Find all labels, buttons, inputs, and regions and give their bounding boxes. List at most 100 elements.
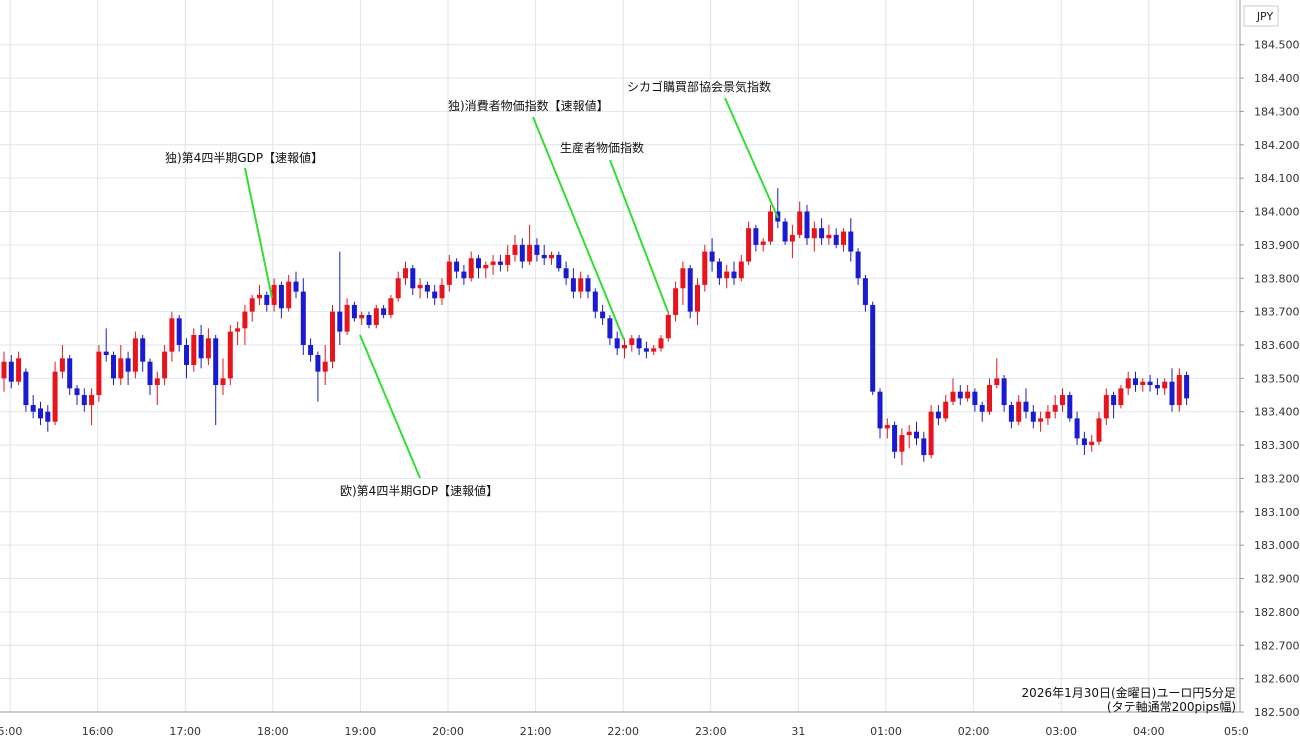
candle-body	[804, 211, 810, 239]
time-tick-label: 16:00	[82, 725, 114, 738]
candle	[330, 304, 335, 369]
candle-body	[103, 351, 109, 355]
candle	[687, 264, 693, 319]
annotation-label: シカゴ購買部協会景気指数	[627, 79, 771, 94]
candle	[899, 428, 905, 466]
candle-body	[205, 338, 211, 359]
candle	[293, 271, 299, 299]
candle	[731, 261, 737, 285]
candle	[344, 298, 350, 335]
candle-body	[439, 284, 445, 299]
annotation-line	[244, 167, 273, 299]
candle-body	[125, 358, 131, 372]
candle-body	[877, 391, 883, 429]
candle	[300, 278, 306, 355]
candle-body	[154, 378, 160, 386]
currency-label: JPY	[1256, 10, 1274, 23]
candle-body	[38, 408, 43, 419]
candle	[592, 288, 598, 319]
candle-body	[987, 385, 992, 412]
annotations: 独)第4四半期GDP【速報値】欧)第4四半期GDP【速報値】 独)消費者物価指数【…	[165, 79, 779, 498]
candle	[315, 351, 321, 402]
candle-body	[417, 284, 423, 289]
candle-body	[505, 254, 511, 265]
candle-body	[833, 234, 839, 245]
candle	[191, 328, 197, 372]
candle	[1184, 371, 1190, 406]
candle-body	[1140, 381, 1146, 386]
candle-body	[629, 338, 635, 345]
candle-body	[1001, 378, 1007, 406]
candle-body	[746, 228, 752, 262]
candle-body	[1111, 395, 1117, 406]
candle-body	[1074, 418, 1080, 439]
candle	[636, 334, 642, 355]
event-annotation: 生産者物価指数	[560, 140, 669, 313]
time-tick-label: 22:00	[607, 725, 639, 738]
candle	[994, 358, 1000, 389]
candle-body	[1096, 418, 1102, 442]
price-tick-label: 183.600	[1254, 339, 1300, 352]
candle-body	[950, 391, 956, 402]
candle-body	[1154, 385, 1160, 389]
candle-body	[979, 405, 985, 412]
price-tick-label: 183.300	[1254, 439, 1300, 452]
candle-body	[841, 231, 846, 245]
candle	[1038, 411, 1044, 432]
candle-body	[622, 344, 627, 349]
candle	[651, 344, 657, 355]
candle	[760, 238, 766, 252]
candle	[308, 338, 314, 362]
price-tick-label: 184.000	[1254, 206, 1300, 219]
price-tick-label: 183.900	[1254, 239, 1300, 252]
candle-body	[388, 298, 394, 315]
candle	[446, 254, 452, 292]
candle	[1089, 435, 1095, 452]
annotation-line	[724, 97, 779, 219]
candle	[30, 395, 36, 419]
price-tick-label: 183.400	[1254, 406, 1300, 419]
candle-body	[914, 431, 919, 439]
candle	[702, 244, 708, 292]
candle-body	[249, 298, 255, 312]
candle-body	[797, 211, 803, 235]
candle	[424, 281, 430, 299]
candle	[476, 254, 481, 279]
candle	[1154, 378, 1160, 396]
event-annotation: シカゴ購買部協会景気指数	[627, 79, 779, 219]
candle	[132, 331, 138, 379]
candle-body	[59, 358, 65, 372]
candle-body	[23, 371, 29, 406]
candle-body	[563, 268, 569, 279]
candle-body	[147, 361, 153, 386]
candle	[789, 224, 795, 259]
price-tick-label: 182.600	[1254, 673, 1300, 686]
candle-body	[848, 231, 854, 252]
candle	[52, 361, 58, 426]
price-tick-label: 184.200	[1254, 139, 1300, 152]
time-tick-label: 23:00	[695, 725, 727, 738]
candle-body	[1176, 375, 1182, 406]
candle	[928, 405, 934, 459]
candle	[169, 311, 175, 362]
price-tick-label: 183.200	[1254, 472, 1300, 485]
candle-body	[300, 291, 306, 345]
candle-body	[1125, 378, 1131, 389]
candle-body	[432, 291, 438, 299]
candle	[249, 294, 255, 322]
candle-body	[643, 348, 649, 352]
candle-body	[687, 268, 693, 312]
candle-body	[52, 371, 58, 422]
candle	[943, 395, 949, 422]
candle-body	[235, 328, 241, 332]
candle-body	[366, 314, 372, 325]
candle	[432, 284, 438, 305]
candle	[541, 244, 547, 265]
candle	[205, 328, 211, 366]
candle-body	[585, 278, 591, 292]
candle-body	[132, 338, 138, 372]
candle-body	[570, 278, 576, 292]
candle-body	[607, 318, 613, 339]
candle	[359, 311, 365, 325]
candle-body	[556, 254, 562, 269]
